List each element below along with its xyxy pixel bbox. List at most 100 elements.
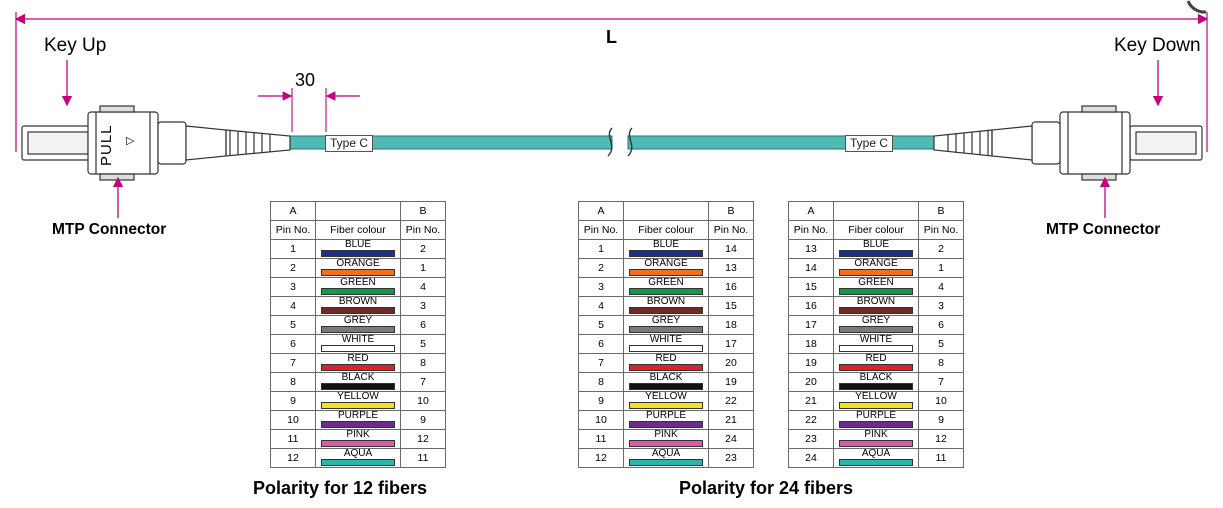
table-header-row: Pin No. Fiber colour Pin No. (578, 220, 754, 240)
header-pin-no-b: Pin No. (400, 220, 446, 240)
header-pin-no-a: Pin No. (578, 220, 624, 240)
fiber-colour-swatch (321, 421, 395, 428)
table-row: 2 ORANGE 1 (270, 258, 446, 278)
fiber-colour-cell: WHITE (833, 334, 919, 354)
fiber-colour-cell: AQUA (315, 448, 401, 468)
table-row: 3 GREEN 16 (578, 277, 754, 297)
pin-a: 1 (270, 239, 316, 259)
pin-a: 20 (788, 372, 834, 392)
pin-a: 7 (578, 353, 624, 373)
pin-a: 9 (578, 391, 624, 411)
fiber-colour-name: RED (347, 353, 369, 364)
fiber-colour-cell: RED (315, 353, 401, 373)
pin-b: 20 (708, 353, 754, 373)
fiber-colour-cell: BLUE (315, 239, 401, 259)
header-pin-no-a: Pin No. (270, 220, 316, 240)
table-header-row: Pin No. Fiber colour Pin No. (788, 220, 964, 240)
pin-b: 4 (400, 277, 446, 297)
pin-b: 11 (918, 448, 964, 468)
header-fiber-colour: Fiber colour (623, 220, 709, 240)
pin-b: 16 (708, 277, 754, 297)
pin-a: 4 (578, 296, 624, 316)
fiber-colour-cell: WHITE (623, 334, 709, 354)
fiber-colour-swatch (629, 288, 703, 295)
fiber-colour-cell: GREY (833, 315, 919, 335)
table-row: 5 GREY 6 (270, 315, 446, 335)
fiber-colour-name: YELLOW (855, 391, 897, 402)
fiber-colour-cell: YELLOW (623, 391, 709, 411)
table-row: 22 PURPLE 9 (788, 410, 964, 430)
fiber-colour-name: RED (655, 353, 677, 364)
fiber-colour-name: ORANGE (644, 258, 688, 269)
pin-a: 10 (270, 410, 316, 430)
pin-a: 11 (270, 429, 316, 449)
pin-a: 3 (578, 277, 624, 297)
fiber-colour-swatch (629, 459, 703, 466)
fiber-colour-name: BLUE (344, 239, 372, 250)
table-row: 3 GREEN 4 (270, 277, 446, 297)
fiber-colour-cell: GREY (315, 315, 401, 335)
fiber-colour-swatch (321, 307, 395, 314)
pin-a: 9 (270, 391, 316, 411)
fiber-colour-cell: BROWN (315, 296, 401, 316)
table-row: 11 PINK 12 (270, 429, 446, 449)
pin-a: 17 (788, 315, 834, 335)
table-row: 13 BLUE 2 (788, 239, 964, 259)
fiber-colour-swatch (629, 421, 703, 428)
table-row: 5 GREY 18 (578, 315, 754, 335)
header-pin-no-b: Pin No. (918, 220, 964, 240)
fiber-colour-swatch (629, 345, 703, 352)
pin-a: 19 (788, 353, 834, 373)
pin-b: 5 (918, 334, 964, 354)
pin-b: 19 (708, 372, 754, 392)
table-row: 23 PINK 12 (788, 429, 964, 449)
table-row: 7 RED 20 (578, 353, 754, 373)
fiber-colour-swatch (839, 364, 913, 371)
table-row: 9 YELLOW 22 (578, 391, 754, 411)
dimension-30-label: 30 (295, 70, 316, 90)
header-a: A (788, 201, 834, 221)
fiber-colour-name: GREEN (858, 277, 894, 288)
fiber-colour-cell: PURPLE (623, 410, 709, 430)
pin-b: 6 (918, 315, 964, 335)
pin-a: 6 (270, 334, 316, 354)
header-blank (833, 201, 919, 221)
pin-b: 18 (708, 315, 754, 335)
dimension-30 (258, 88, 360, 132)
pin-b: 14 (708, 239, 754, 259)
fiber-colour-name: GREEN (340, 277, 376, 288)
fiber-colour-cell: BLACK (315, 372, 401, 392)
pin-a: 10 (578, 410, 624, 430)
fiber-colour-name: WHITE (859, 334, 893, 345)
table-row: 7 RED 8 (270, 353, 446, 373)
table-row: 1 BLUE 2 (270, 239, 446, 259)
table-row: 1 BLUE 14 (578, 239, 754, 259)
fiber-colour-swatch (839, 383, 913, 390)
fiber-colour-cell: ORANGE (315, 258, 401, 278)
fiber-colour-swatch (321, 288, 395, 295)
pin-a: 18 (788, 334, 834, 354)
pin-b: 8 (918, 353, 964, 373)
header-blank (623, 201, 709, 221)
pin-a: 4 (270, 296, 316, 316)
pull-label: PULL (98, 124, 115, 166)
fiber-colour-name: PURPLE (645, 410, 686, 421)
fiber-colour-swatch (629, 440, 703, 447)
pin-b: 2 (918, 239, 964, 259)
table-row: 21 YELLOW 10 (788, 391, 964, 411)
pin-b: 23 (708, 448, 754, 468)
fiber-colour-name: ORANGE (336, 258, 380, 269)
fiber-colour-swatch (839, 307, 913, 314)
fiber-colour-cell: GREEN (833, 277, 919, 297)
fiber-colour-swatch (321, 364, 395, 371)
pin-a: 6 (578, 334, 624, 354)
fiber-colour-swatch (839, 250, 913, 257)
fiber-colour-swatch (321, 440, 395, 447)
pin-b: 8 (400, 353, 446, 373)
pin-a: 16 (788, 296, 834, 316)
fiber-colour-swatch (839, 421, 913, 428)
fiber-colour-swatch (321, 459, 395, 466)
fiber-colour-cell: GREY (623, 315, 709, 335)
